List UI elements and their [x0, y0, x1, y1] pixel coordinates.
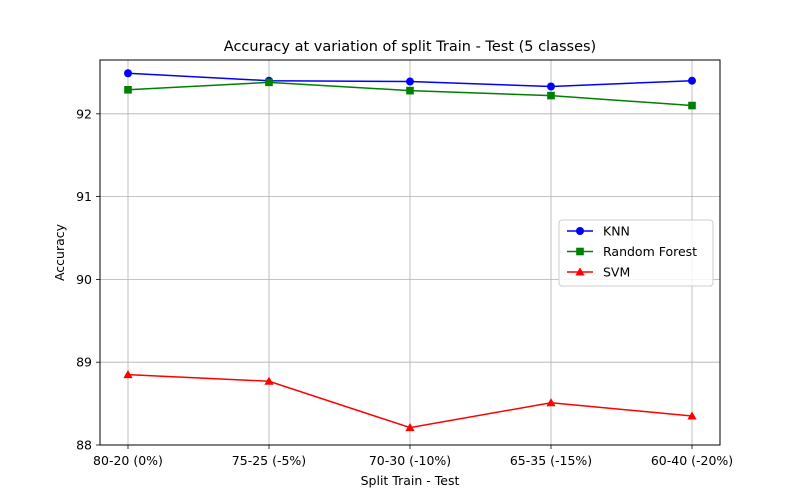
legend-box: [558, 219, 714, 287]
data-point-knn: [124, 69, 132, 78]
legend-label: SVM: [603, 265, 630, 280]
y-tick-label: 89: [76, 355, 92, 370]
data-point-svm: [546, 398, 556, 407]
data-point-svm: [264, 376, 274, 385]
series-random-forest: [124, 78, 696, 110]
y-axis-label: Accuracy: [52, 223, 67, 281]
data-point-random-forest: [265, 78, 273, 87]
legend-marker: [576, 227, 584, 235]
x-tick-label: 75-25 (-5%): [232, 453, 306, 468]
chart-title: Accuracy at variation of split Train - T…: [224, 39, 596, 55]
legend: KNN Random Forest SVM: [558, 219, 714, 287]
data-point-svm: [687, 411, 697, 420]
y-tick-label: 92: [76, 106, 92, 121]
legend-marker: [576, 247, 584, 256]
x-tick-label: 80-20 (0%): [93, 453, 163, 468]
y-tick-label: 91: [76, 189, 92, 204]
axis-ticks: 80-20 (0%) 75-25 (-5%) 70-30 (-10%) 65-35 (…: [76, 106, 733, 468]
data-point-knn: [406, 77, 414, 86]
data-point-svm: [123, 370, 133, 379]
legend-entry-knn: KNN: [567, 224, 630, 239]
series-svm: [123, 370, 697, 432]
data-point-knn: [547, 82, 555, 91]
legend-label: Random Forest: [603, 244, 697, 259]
legend-entry-random-forest: Random Forest: [567, 244, 697, 259]
legend-entry-svm: SVM: [567, 265, 630, 280]
data-point-knn: [688, 76, 696, 85]
data-point-random-forest: [688, 101, 696, 110]
y-tick-label: 90: [76, 272, 92, 287]
data-point-svm: [405, 423, 415, 432]
data-point-random-forest: [547, 91, 555, 100]
x-tick-label: 65-35 (-15%): [510, 453, 592, 468]
legend-marker: [575, 267, 585, 276]
y-tick-label: 88: [76, 438, 92, 453]
x-axis-label: Split Train - Test: [361, 473, 460, 488]
legend-label: KNN: [603, 224, 630, 239]
data-point-random-forest: [124, 86, 132, 94]
x-tick-label: 70-30 (-10%): [369, 453, 451, 468]
series-lines: [123, 69, 697, 432]
x-tick-label: 60-40 (-20%): [651, 453, 733, 468]
data-point-random-forest: [406, 86, 414, 95]
